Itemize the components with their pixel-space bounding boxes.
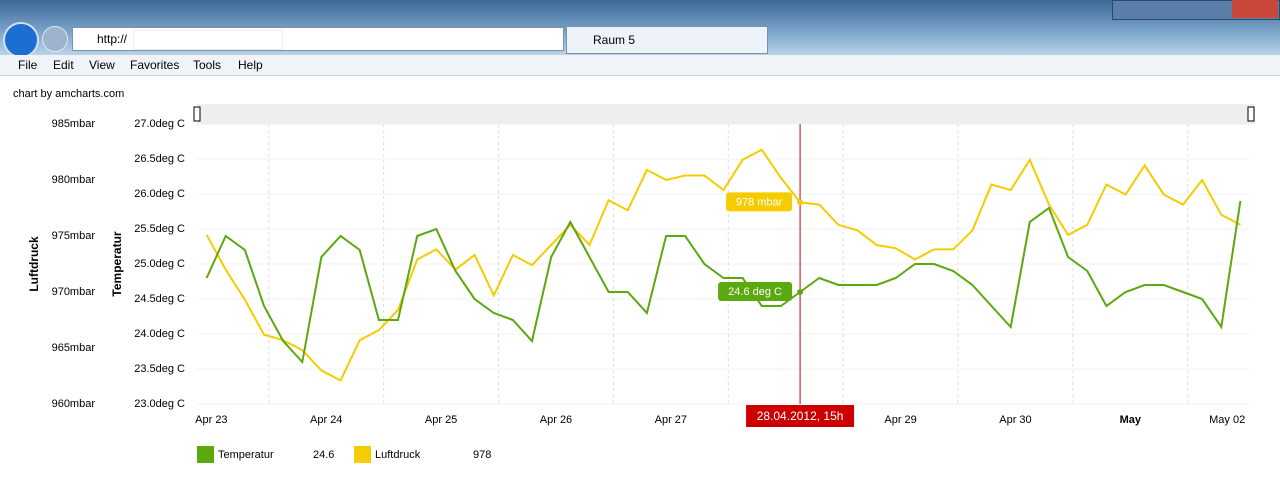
cursor-label: 28.04.2012, 15h xyxy=(757,409,844,423)
url: http:// xyxy=(97,32,128,46)
legend-value: 24.6 xyxy=(313,449,334,461)
menu-item[interactable]: Favorites xyxy=(130,58,180,72)
y-tick-label: 27.0deg C xyxy=(134,118,185,130)
x-tick-label: May 02 xyxy=(1209,414,1245,426)
x-tick-label: Apr 30 xyxy=(999,414,1031,426)
y2-tick-label: 960mbar xyxy=(52,398,96,410)
chart: chart by amcharts.com Temperatur Luftdru… xyxy=(13,88,1255,463)
y-tick-label: 24.5deg C xyxy=(134,293,185,305)
url-mask xyxy=(133,30,283,50)
cursor-label-bg xyxy=(746,405,855,427)
y-axis-title: Temperatur xyxy=(110,231,124,296)
x-tick-label: Apr 24 xyxy=(310,414,342,426)
y2-tick-label: 975mbar xyxy=(52,230,96,242)
legend-label: Temperatur xyxy=(218,449,274,461)
y-tick-label: 23.0deg C xyxy=(134,398,185,410)
close-button[interactable] xyxy=(1232,0,1278,18)
menu-item[interactable]: Edit xyxy=(53,58,74,72)
x-tick-label: Apr 25 xyxy=(425,414,457,426)
x-tick-label: Apr 27 xyxy=(655,414,687,426)
y-tick-label: 25.5deg C xyxy=(134,223,185,235)
y-tick-label: 26.0deg C xyxy=(134,188,185,200)
y2-tick-label: 985mbar xyxy=(52,118,96,130)
line-series xyxy=(205,200,1242,365)
menu-bar: File Edit View Favorites Tools Help xyxy=(0,55,1280,76)
y2-axis-title: Luftdruck xyxy=(27,236,41,292)
address-bar[interactable]: http:// xyxy=(72,27,564,51)
x-tick-label: Apr 23 xyxy=(195,414,227,426)
legend-swatch xyxy=(197,446,214,463)
y-tick-label: 26.5deg C xyxy=(134,153,185,165)
x-tick-label: May xyxy=(1120,414,1142,426)
cursor-point xyxy=(797,199,804,206)
legend-swatch xyxy=(354,446,371,463)
legend-value: 978 xyxy=(473,449,491,461)
credit: chart by amcharts.com xyxy=(13,88,124,100)
y-tick-label: 24.0deg C xyxy=(134,328,185,340)
scrollbar[interactable] xyxy=(197,104,1255,124)
menu-item[interactable]: Help xyxy=(238,58,263,72)
balloon xyxy=(726,192,793,212)
back-button[interactable] xyxy=(3,22,39,58)
menu-item[interactable]: Tools xyxy=(193,58,222,72)
browser-toolbar: http:// Raum 5 xyxy=(0,0,1280,58)
menu-item[interactable]: File xyxy=(18,58,38,72)
tab[interactable]: Raum 5 xyxy=(566,26,768,54)
tab-title: Raum 5 xyxy=(593,33,636,47)
x-tick-label: Apr 29 xyxy=(884,414,916,426)
legend-label: Luftdruck xyxy=(375,449,421,461)
menu-item[interactable]: View xyxy=(89,58,115,72)
y-tick-label: 25.0deg C xyxy=(134,258,185,270)
scrollbar-handle[interactable] xyxy=(193,106,201,122)
y2-tick-label: 970mbar xyxy=(52,286,96,298)
balloon xyxy=(718,282,793,301)
forward-button[interactable] xyxy=(42,26,68,52)
y2-tick-label: 980mbar xyxy=(52,174,96,186)
scrollbar-handle[interactable] xyxy=(1247,106,1255,122)
cursor-point xyxy=(797,289,804,295)
balloon-label: 978 mbar xyxy=(736,196,783,208)
x-tick-label: Apr 26 xyxy=(540,414,572,426)
y-tick-label: 23.5deg C xyxy=(134,363,185,375)
line-series xyxy=(205,148,1241,382)
y2-tick-label: 965mbar xyxy=(52,342,96,354)
balloon-label: 24.6 deg C xyxy=(728,286,782,298)
